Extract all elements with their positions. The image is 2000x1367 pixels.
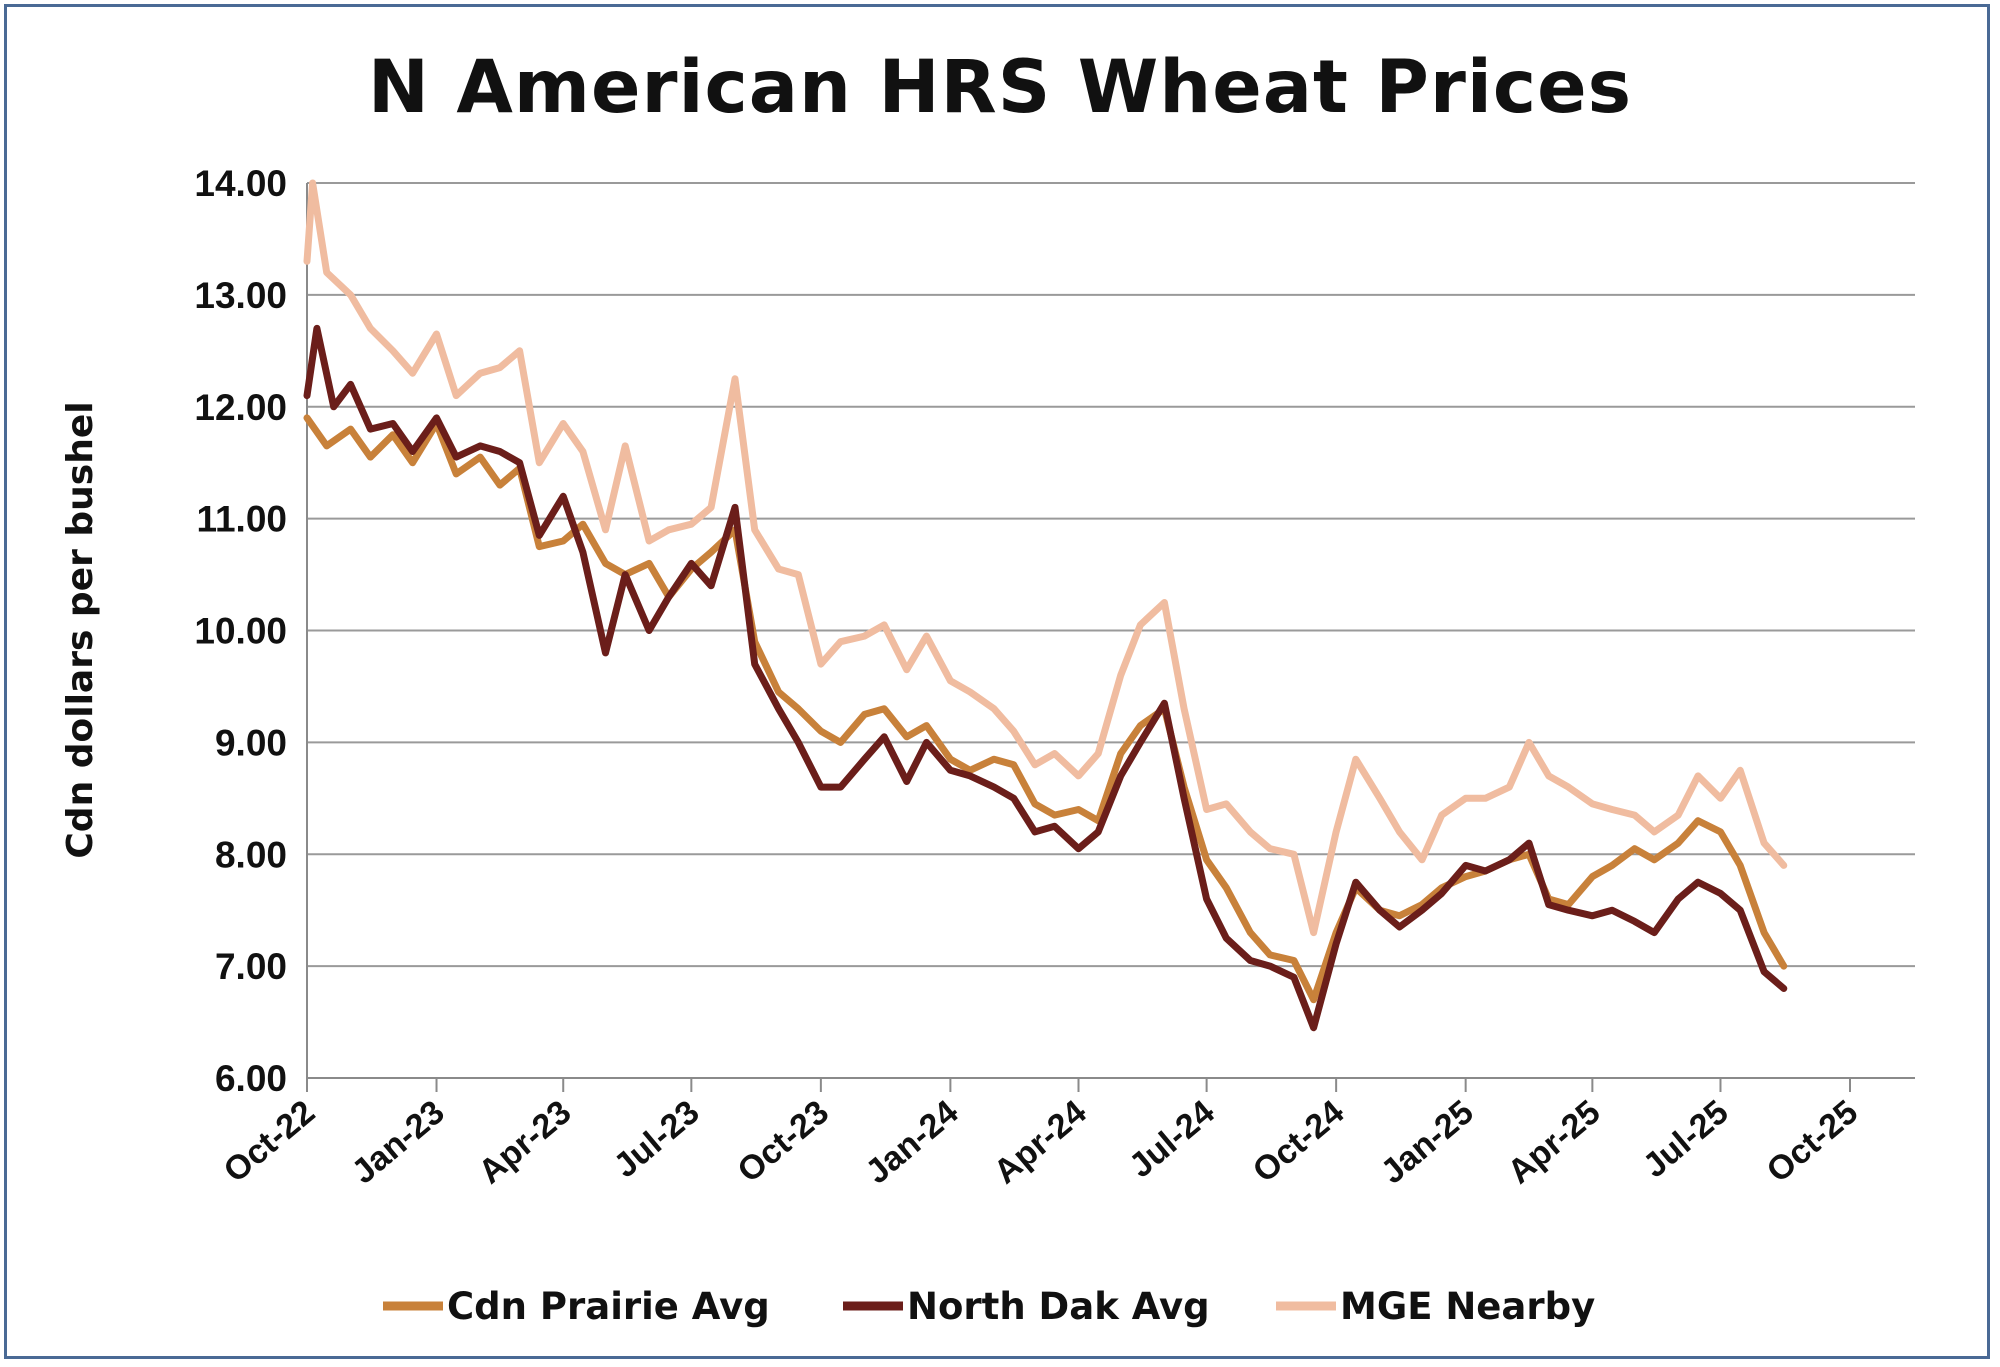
x-tick-label: Apr-23 bbox=[471, 1093, 578, 1191]
x-tick-label: Jul-23 bbox=[607, 1093, 707, 1185]
x-tick-labels: Oct-22 Jan-23 Apr-23 Jul-23 Oct-23 Jan-24 Apr-… bbox=[217, 1093, 1865, 1191]
x-tick-label: Jan-23 bbox=[345, 1093, 452, 1191]
chart-frame bbox=[4, 4, 1990, 1359]
y-tick-label: 12.00 bbox=[194, 387, 287, 428]
x-tick-label: Jul-24 bbox=[1122, 1093, 1222, 1185]
x-tick-label: Oct-24 bbox=[1246, 1093, 1352, 1190]
y-tick-label: 11.00 bbox=[196, 499, 287, 540]
y-tick-label: 14.00 bbox=[194, 163, 287, 204]
x-tick-label: Jan-24 bbox=[859, 1093, 966, 1191]
y-tick-label: 6.00 bbox=[215, 1058, 287, 1099]
y-tick-label: 8.00 bbox=[215, 834, 287, 875]
series-line-north-dak-avg bbox=[303, 324, 1788, 1032]
y-axis-label: Cdn dollars per bushel bbox=[60, 401, 101, 858]
gridlines bbox=[307, 182, 1915, 968]
y-tick-label: 10.00 bbox=[194, 611, 287, 652]
legend-label: MGE Nearby bbox=[1340, 1285, 1595, 1328]
x-tick-label: Apr-24 bbox=[987, 1093, 1094, 1191]
y-tick-label: 7.00 bbox=[215, 946, 287, 987]
x-tick-label: Oct-22 bbox=[217, 1093, 322, 1190]
series-lines bbox=[303, 179, 1788, 1032]
chart-title: N American HRS Wheat Prices bbox=[367, 45, 1633, 130]
legend: Cdn Prairie Avg North Dak Avg MGE Nearby bbox=[383, 1285, 1595, 1328]
x-tick-label: Jan-25 bbox=[1374, 1093, 1481, 1191]
y-tick-label: 13.00 bbox=[194, 275, 287, 316]
y-tick-label: 9.00 bbox=[215, 722, 287, 763]
x-tick-label: Oct-25 bbox=[1760, 1093, 1865, 1190]
series-line-mge-nearby bbox=[303, 179, 1788, 937]
legend-label: North Dak Avg bbox=[907, 1285, 1210, 1328]
axes bbox=[306, 183, 1915, 1092]
x-tick-label: Apr-25 bbox=[1501, 1093, 1608, 1191]
x-tick-label: Jul-25 bbox=[1636, 1093, 1736, 1185]
x-tick-label: Oct-23 bbox=[731, 1093, 836, 1190]
legend-label: Cdn Prairie Avg bbox=[447, 1285, 770, 1328]
y-tick-labels: 6.00 7.00 8.00 9.00 10.00 11.00 12.00 13.00 14.0… bbox=[194, 163, 287, 1099]
